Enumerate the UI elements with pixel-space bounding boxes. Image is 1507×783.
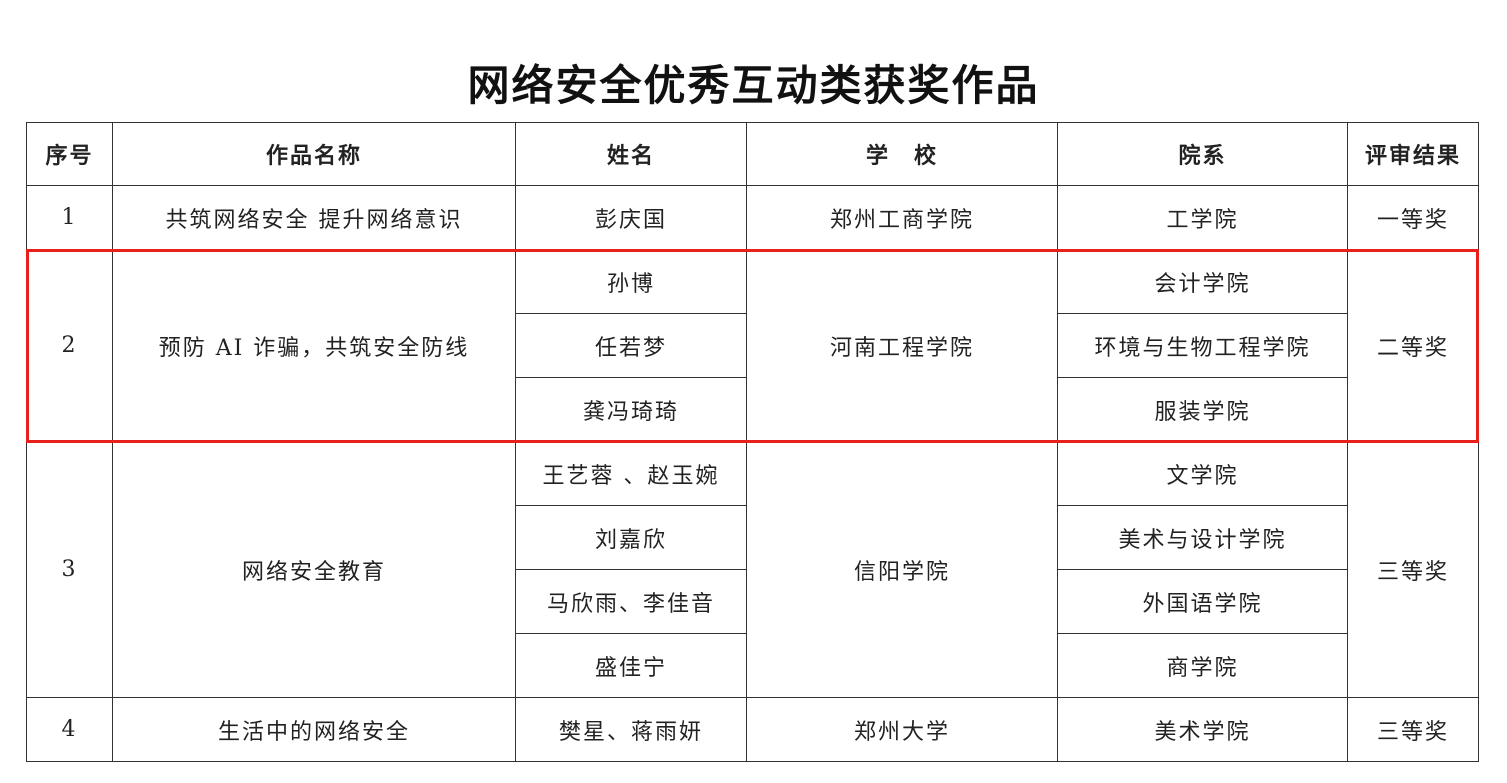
- table-row: 2 预防 AI 诈骗，共筑安全防线 孙博 河南工程学院 会计学院 二等奖: [26, 249, 1479, 442]
- header-school: 学 校: [746, 122, 1058, 186]
- cell-dept: 外国语学院: [1057, 569, 1348, 634]
- table-row: 盛佳宁 商学院: [27, 633, 1479, 698]
- cell-dept: 工学院: [1057, 185, 1348, 250]
- cell-name: 任若梦: [515, 313, 747, 378]
- cell-dept: 会计学院: [1057, 249, 1348, 314]
- cell-name: 刘嘉欣: [515, 505, 747, 570]
- cell-dept: 商学院: [1057, 633, 1348, 698]
- cell-dept: 美术学院: [1057, 697, 1348, 762]
- cell-work: 网络安全教育: [112, 441, 516, 698]
- cell-school: 河南工程学院: [746, 249, 1058, 442]
- page-title: 网络安全优秀互动类获奖作品: [467, 61, 1040, 110]
- cell-work: 预防 AI 诈骗，共筑安全防线: [112, 249, 516, 442]
- cell-name: 孙博: [515, 249, 747, 314]
- cell-work: 共筑网络安全 提升网络意识: [112, 185, 516, 250]
- cell-dept: 美术与设计学院: [1057, 505, 1348, 570]
- header-result: 评审结果: [1347, 122, 1479, 186]
- cell-dept: 服装学院: [1057, 377, 1348, 442]
- cell-result: 二等奖: [1347, 249, 1479, 442]
- header-name: 姓名: [515, 122, 747, 186]
- header-no: 序号: [26, 122, 113, 186]
- table-header-row: 序号 作品名称 姓名 学 校 院系 评审结果: [26, 122, 1479, 186]
- cell-result: 三等奖: [1347, 697, 1479, 762]
- table-row: 4 生活中的网络安全 樊星、蒋雨妍 郑州大学 美术学院 三等奖: [26, 697, 1479, 762]
- awards-table: 序号 作品名称 姓名 学 校 院系 评审结果 1 共筑网络安全 提升网络意识 彭庆国…: [26, 122, 1479, 762]
- header-work: 作品名称: [112, 122, 516, 186]
- table-row: 1 共筑网络安全 提升网络意识 彭庆国 郑州工商学院 工学院 一等奖: [26, 185, 1479, 250]
- cell-school: 信阳学院: [746, 441, 1058, 698]
- cell-result: 一等奖: [1347, 185, 1479, 250]
- cell-name: 马欣雨、李佳音: [515, 569, 747, 634]
- table-row: 刘嘉欣 美术与设计学院: [27, 505, 1479, 570]
- cell-name: 龚冯琦琦: [515, 377, 747, 442]
- cell-school: 郑州大学: [746, 697, 1058, 762]
- cell-result: 三等奖: [1347, 441, 1479, 698]
- table-row: 任若梦 环境与生物工程学院: [27, 313, 1479, 378]
- cell-no: 1: [26, 185, 113, 250]
- cell-name: 王艺蓉 、赵玉婉: [515, 441, 747, 506]
- cell-name: 樊星、蒋雨妍: [515, 697, 747, 762]
- cell-name: 盛佳宁: [515, 633, 747, 698]
- cell-dept: 文学院: [1057, 441, 1348, 506]
- table-row: 3 网络安全教育 王艺蓉 、赵玉婉 信阳学院 文学院 三等奖: [26, 441, 1479, 698]
- header-dept: 院系: [1057, 122, 1348, 186]
- cell-no: 4: [26, 697, 113, 762]
- cell-no: 2: [26, 249, 113, 442]
- cell-name: 彭庆国: [515, 185, 747, 250]
- cell-no: 3: [26, 441, 113, 698]
- cell-work: 生活中的网络安全: [112, 697, 516, 762]
- cell-school: 郑州工商学院: [746, 185, 1058, 250]
- cell-dept: 环境与生物工程学院: [1057, 313, 1348, 378]
